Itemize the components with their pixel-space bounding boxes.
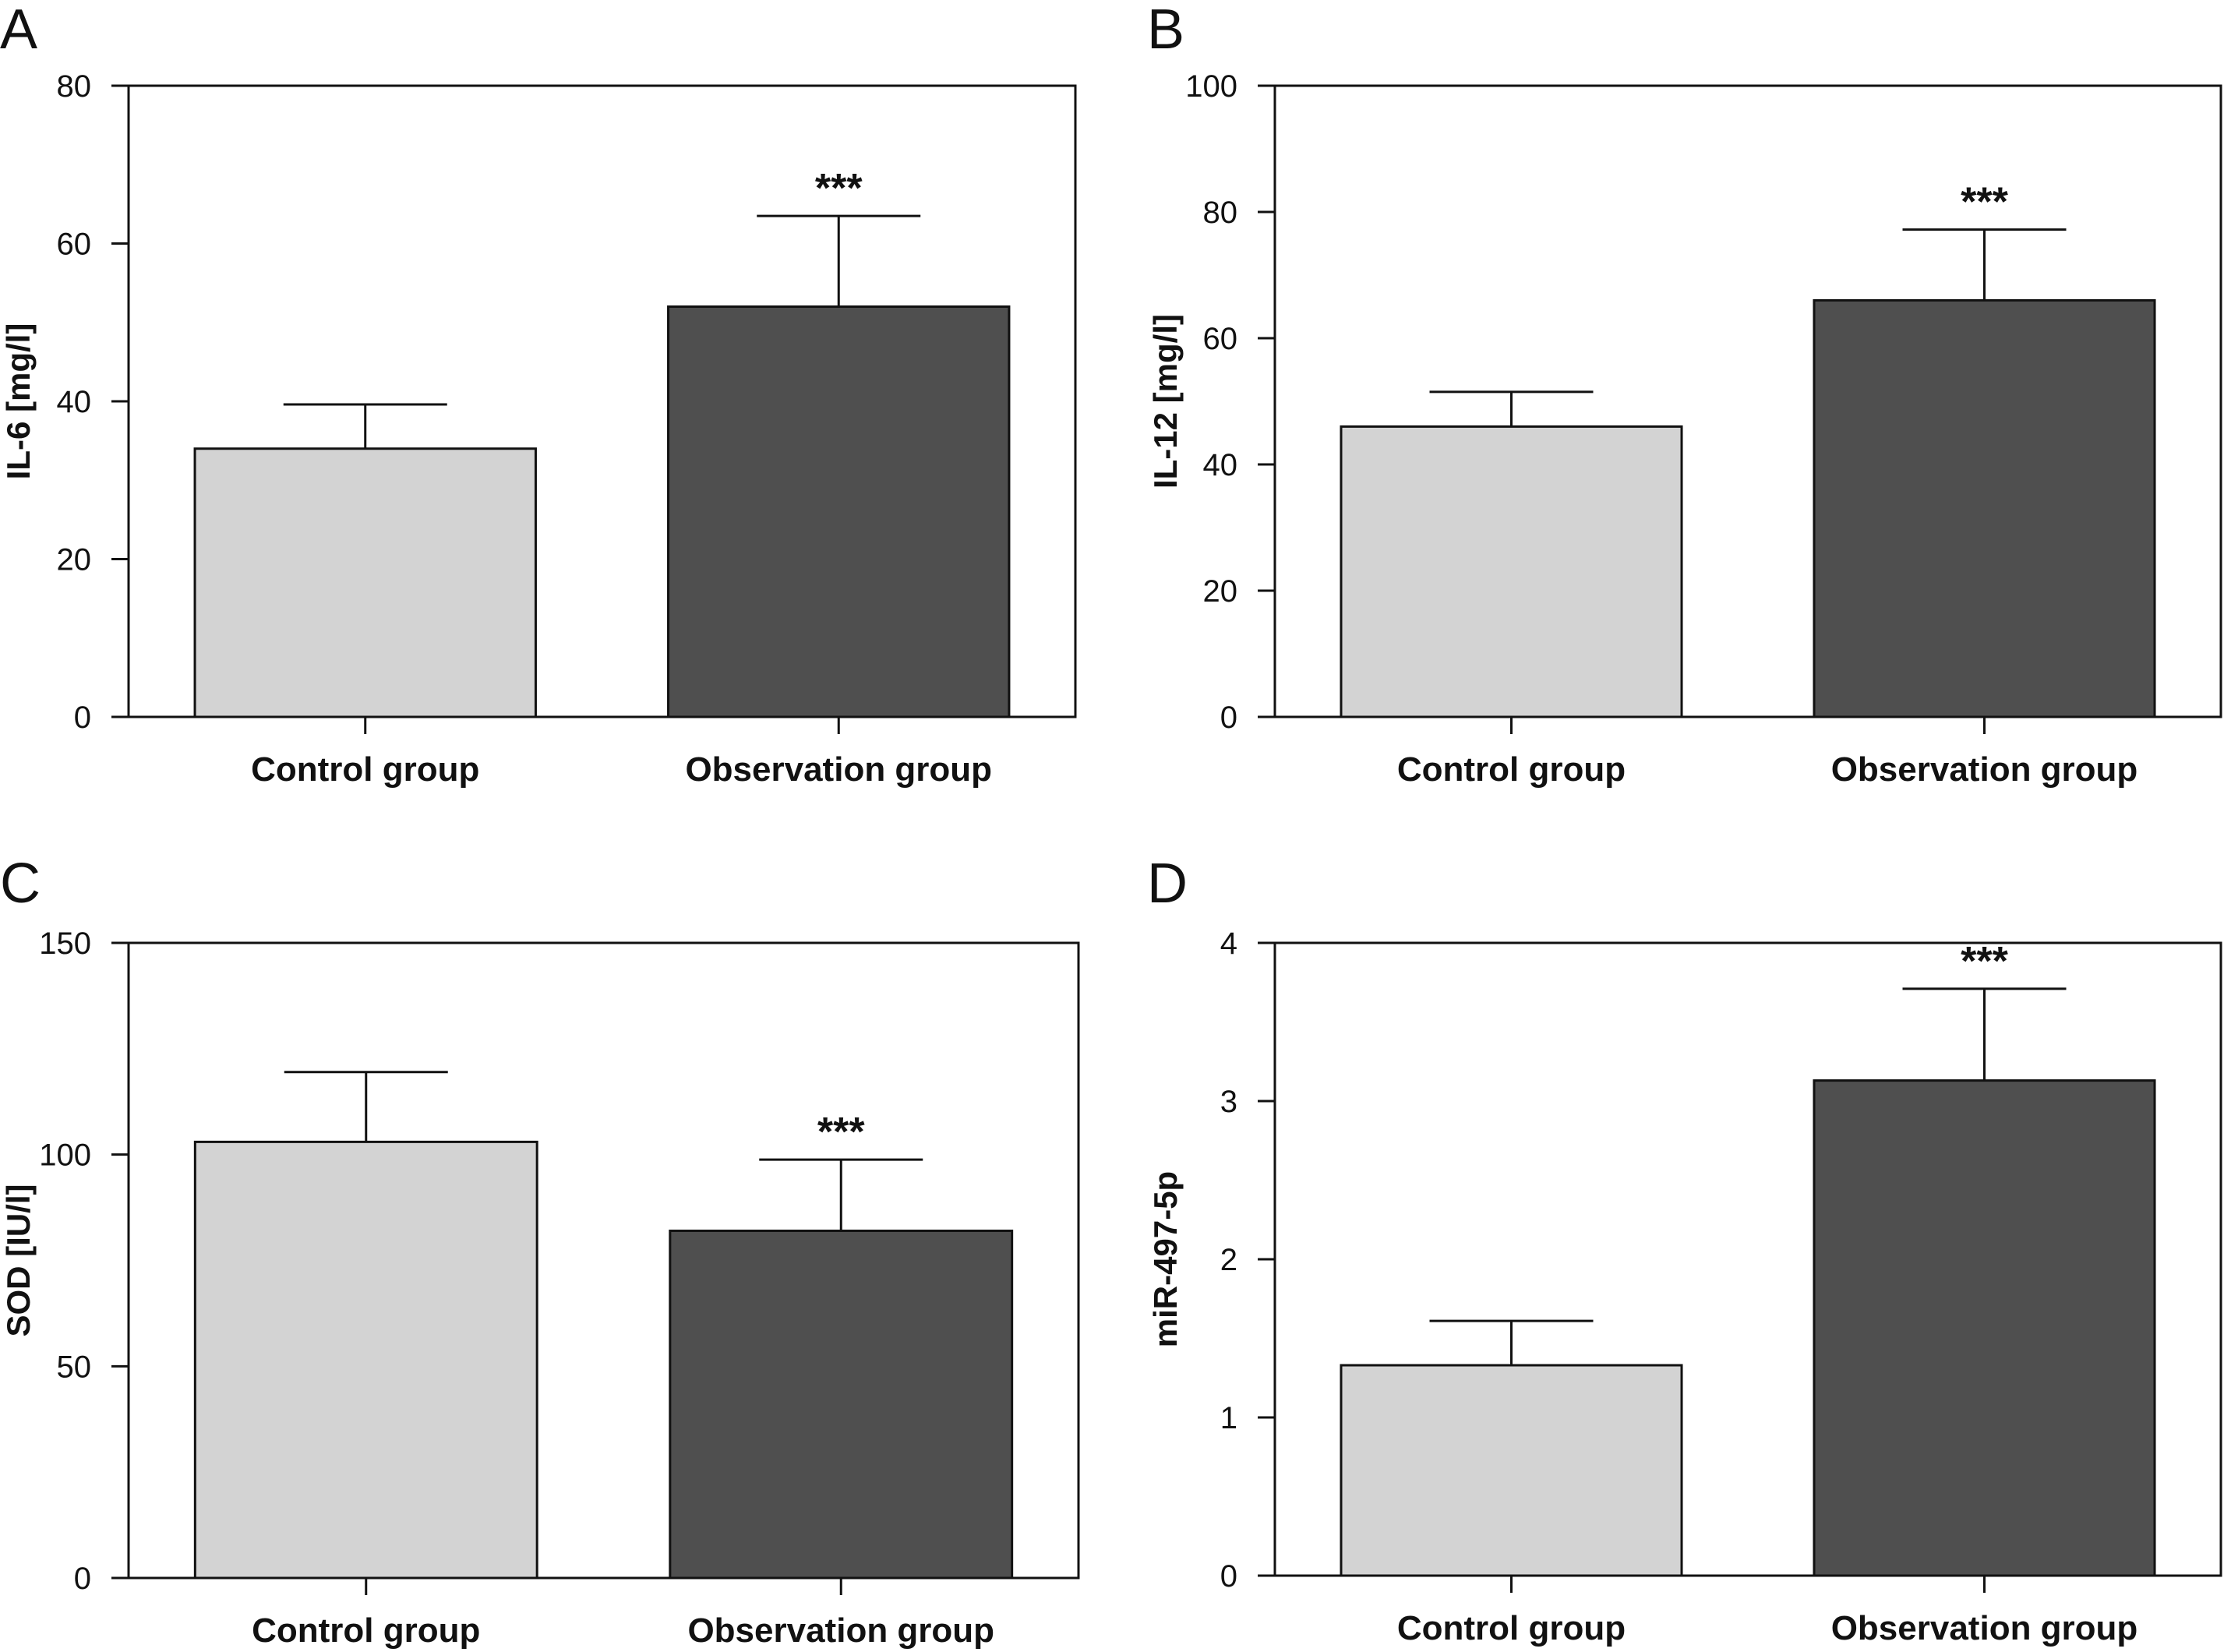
y-tick-label: 3: [1220, 1085, 1237, 1119]
y-tick-label: 0: [1220, 1559, 1237, 1594]
y-tick-label: 0: [1220, 701, 1237, 735]
significance-marker: ***: [1961, 939, 2008, 984]
bar: [193, 1140, 538, 1580]
bar: [1340, 1364, 1683, 1577]
y-tick-label: 100: [39, 1138, 91, 1173]
x-category-label: Control group: [1397, 750, 1626, 789]
y-tick-label: 80: [57, 69, 92, 104]
y-tick-label: 80: [1203, 196, 1238, 230]
y-tick-label: 2: [1220, 1243, 1237, 1277]
significance-marker: ***: [815, 166, 863, 211]
y-tick-label: 20: [1203, 574, 1238, 609]
panel-c: C 0 50 100 150 SOD [IU/l] Control group Observa…: [0, 852, 1080, 1650]
y-tick-label: 40: [57, 385, 92, 419]
panel-letter: D: [1147, 852, 1188, 915]
y-axis-title: miR-497-5p: [1147, 1171, 1184, 1347]
plot-frame: [1273, 84, 2222, 718]
bar: [1340, 425, 1683, 718]
significance-marker: ***: [1961, 180, 2008, 225]
plot-frame: [127, 941, 1080, 1580]
y-tick-label: 4: [1220, 927, 1237, 961]
bar: [193, 447, 537, 718]
panel-letter: C: [0, 852, 41, 915]
y-tick-label: 60: [57, 228, 92, 262]
y-tick-label: 0: [74, 701, 91, 735]
panel-letter: A: [0, 0, 37, 61]
panel-b: B 0 20 40 60 80 100 IL-12 [mg/l] Control group Ob…: [1147, 0, 2222, 789]
x-category-label: Observation group: [685, 750, 992, 789]
y-tick-label: 40: [1203, 448, 1238, 482]
y-tick-label: 50: [57, 1350, 92, 1384]
x-category-label: Observation group: [1831, 750, 2138, 789]
y-axis-title: SOD [IU/l]: [0, 1184, 37, 1337]
y-axis-title: IL-12 [mg/l]: [1147, 314, 1184, 489]
bar: [1813, 298, 2156, 718]
panel-a: A 0 20 40 60 80 IL-6 [mg/l] Control group Observ…: [0, 0, 1077, 789]
bar: [669, 1229, 1014, 1580]
y-tick-label: 100: [1185, 69, 1237, 104]
x-category-label: Control group: [1397, 1609, 1626, 1647]
bar: [667, 305, 1011, 718]
x-category-label: Observation group: [1831, 1609, 2138, 1647]
x-category-label: Observation group: [687, 1611, 994, 1650]
x-category-label: Control group: [252, 1611, 480, 1650]
significance-marker: ***: [817, 1110, 865, 1155]
bar: [1813, 1079, 2156, 1577]
panel-d: D 0 1 2 3 4 miR-497-5p Control group Observation…: [1147, 852, 2222, 1647]
panel-letter: B: [1147, 0, 1184, 61]
y-axis-title: IL-6 [mg/l]: [0, 323, 37, 480]
x-category-label: Control group: [251, 750, 479, 789]
y-tick-label: 1: [1220, 1401, 1237, 1435]
y-tick-label: 60: [1203, 322, 1238, 356]
y-tick-label: 0: [74, 1562, 91, 1596]
y-tick-label: 150: [39, 927, 91, 961]
y-tick-label: 20: [57, 543, 92, 577]
